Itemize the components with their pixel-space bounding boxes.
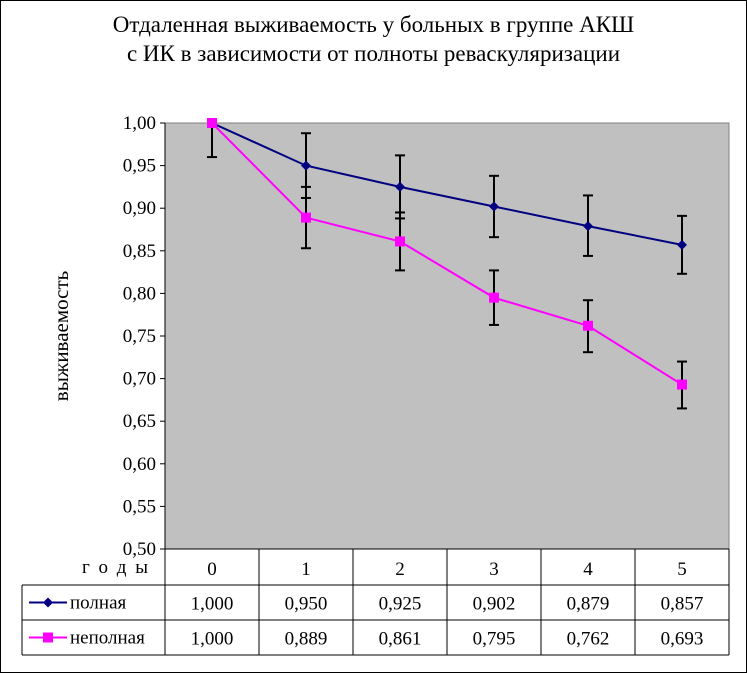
- table-value: 0,693: [661, 629, 704, 650]
- data-point-diamond: [583, 221, 593, 232]
- x-tick-label: 4: [583, 559, 593, 580]
- y-tick-label: 0,75: [123, 326, 156, 347]
- y-tick-label: 0,60: [123, 454, 156, 475]
- legend-label: полная: [70, 593, 127, 614]
- series-line-square: [211, 122, 683, 386]
- chart-title-line-1: Отдаленная выживаемость у больных в груп…: [112, 12, 635, 37]
- data-point-diamond: [489, 201, 499, 212]
- data-point-square: [489, 292, 499, 303]
- table-value: 0,902: [473, 594, 516, 615]
- table-value: 0,879: [567, 594, 610, 615]
- chart-title: Отдаленная выживаемость у больных в груп…: [0, 10, 747, 68]
- table-value: 0,762: [567, 629, 610, 650]
- y-tick-label: 0,70: [123, 369, 156, 390]
- table-value: 0,925: [379, 594, 422, 615]
- table-value: 0,950: [285, 594, 328, 615]
- table-value: 0,861: [379, 629, 422, 650]
- x-tick-label: 2: [395, 559, 405, 580]
- x-tick-label: 5: [677, 559, 687, 580]
- x-tick-label: 3: [489, 559, 499, 580]
- legend-label: неполная: [70, 628, 145, 649]
- series-line-diamond: [211, 122, 683, 246]
- data-point-diamond: [677, 239, 687, 250]
- y-tick-label: 0,90: [123, 198, 156, 219]
- y-tick-label: 1,00: [123, 113, 156, 134]
- y-tick-label: 0,50: [123, 539, 156, 560]
- data-point-square: [301, 212, 311, 223]
- table-value: 1,000: [191, 629, 234, 650]
- legend-marker: [43, 632, 53, 643]
- data-table: г о д ы 0 1 2 3 4 5 полная 1,000 0,950 0,925 0,902 0…: [21, 548, 730, 656]
- series-markers: [207, 118, 687, 390]
- y-tick-label: 0,85: [123, 241, 156, 262]
- table-value: 1,000: [191, 594, 234, 615]
- table-value: 0,889: [285, 629, 328, 650]
- y-axis-label: выживаемость: [49, 271, 73, 401]
- table-value: 0,795: [473, 629, 516, 650]
- legend-marker: [43, 597, 53, 608]
- table-value: 0,857: [661, 594, 704, 615]
- y-tick-label: 0,55: [123, 496, 156, 517]
- x-axis-label: г о д ы: [82, 557, 150, 578]
- y-tick-label: 0,80: [123, 283, 156, 304]
- x-tick-label: 1: [301, 559, 311, 580]
- chart-title-line-2: с ИК в зависимости от полноты реваскуляр…: [126, 41, 621, 66]
- plot-area: [164, 122, 730, 550]
- data-point-diamond: [395, 181, 405, 192]
- data-point-square: [207, 118, 217, 128]
- data-point-square: [583, 320, 593, 331]
- y-axis: 0,50 0,55 0,60 0,65 0,70 0,75 0,80 0,85 0,90 0,95…: [123, 113, 166, 560]
- x-tick-label: 0: [207, 559, 217, 580]
- data-point-diamond: [301, 160, 311, 171]
- data-point-square: [395, 236, 405, 247]
- data-point-square: [677, 379, 687, 390]
- y-tick-label: 0,65: [123, 411, 156, 432]
- series-lines: [211, 122, 683, 386]
- y-tick-label: 0,95: [123, 156, 156, 177]
